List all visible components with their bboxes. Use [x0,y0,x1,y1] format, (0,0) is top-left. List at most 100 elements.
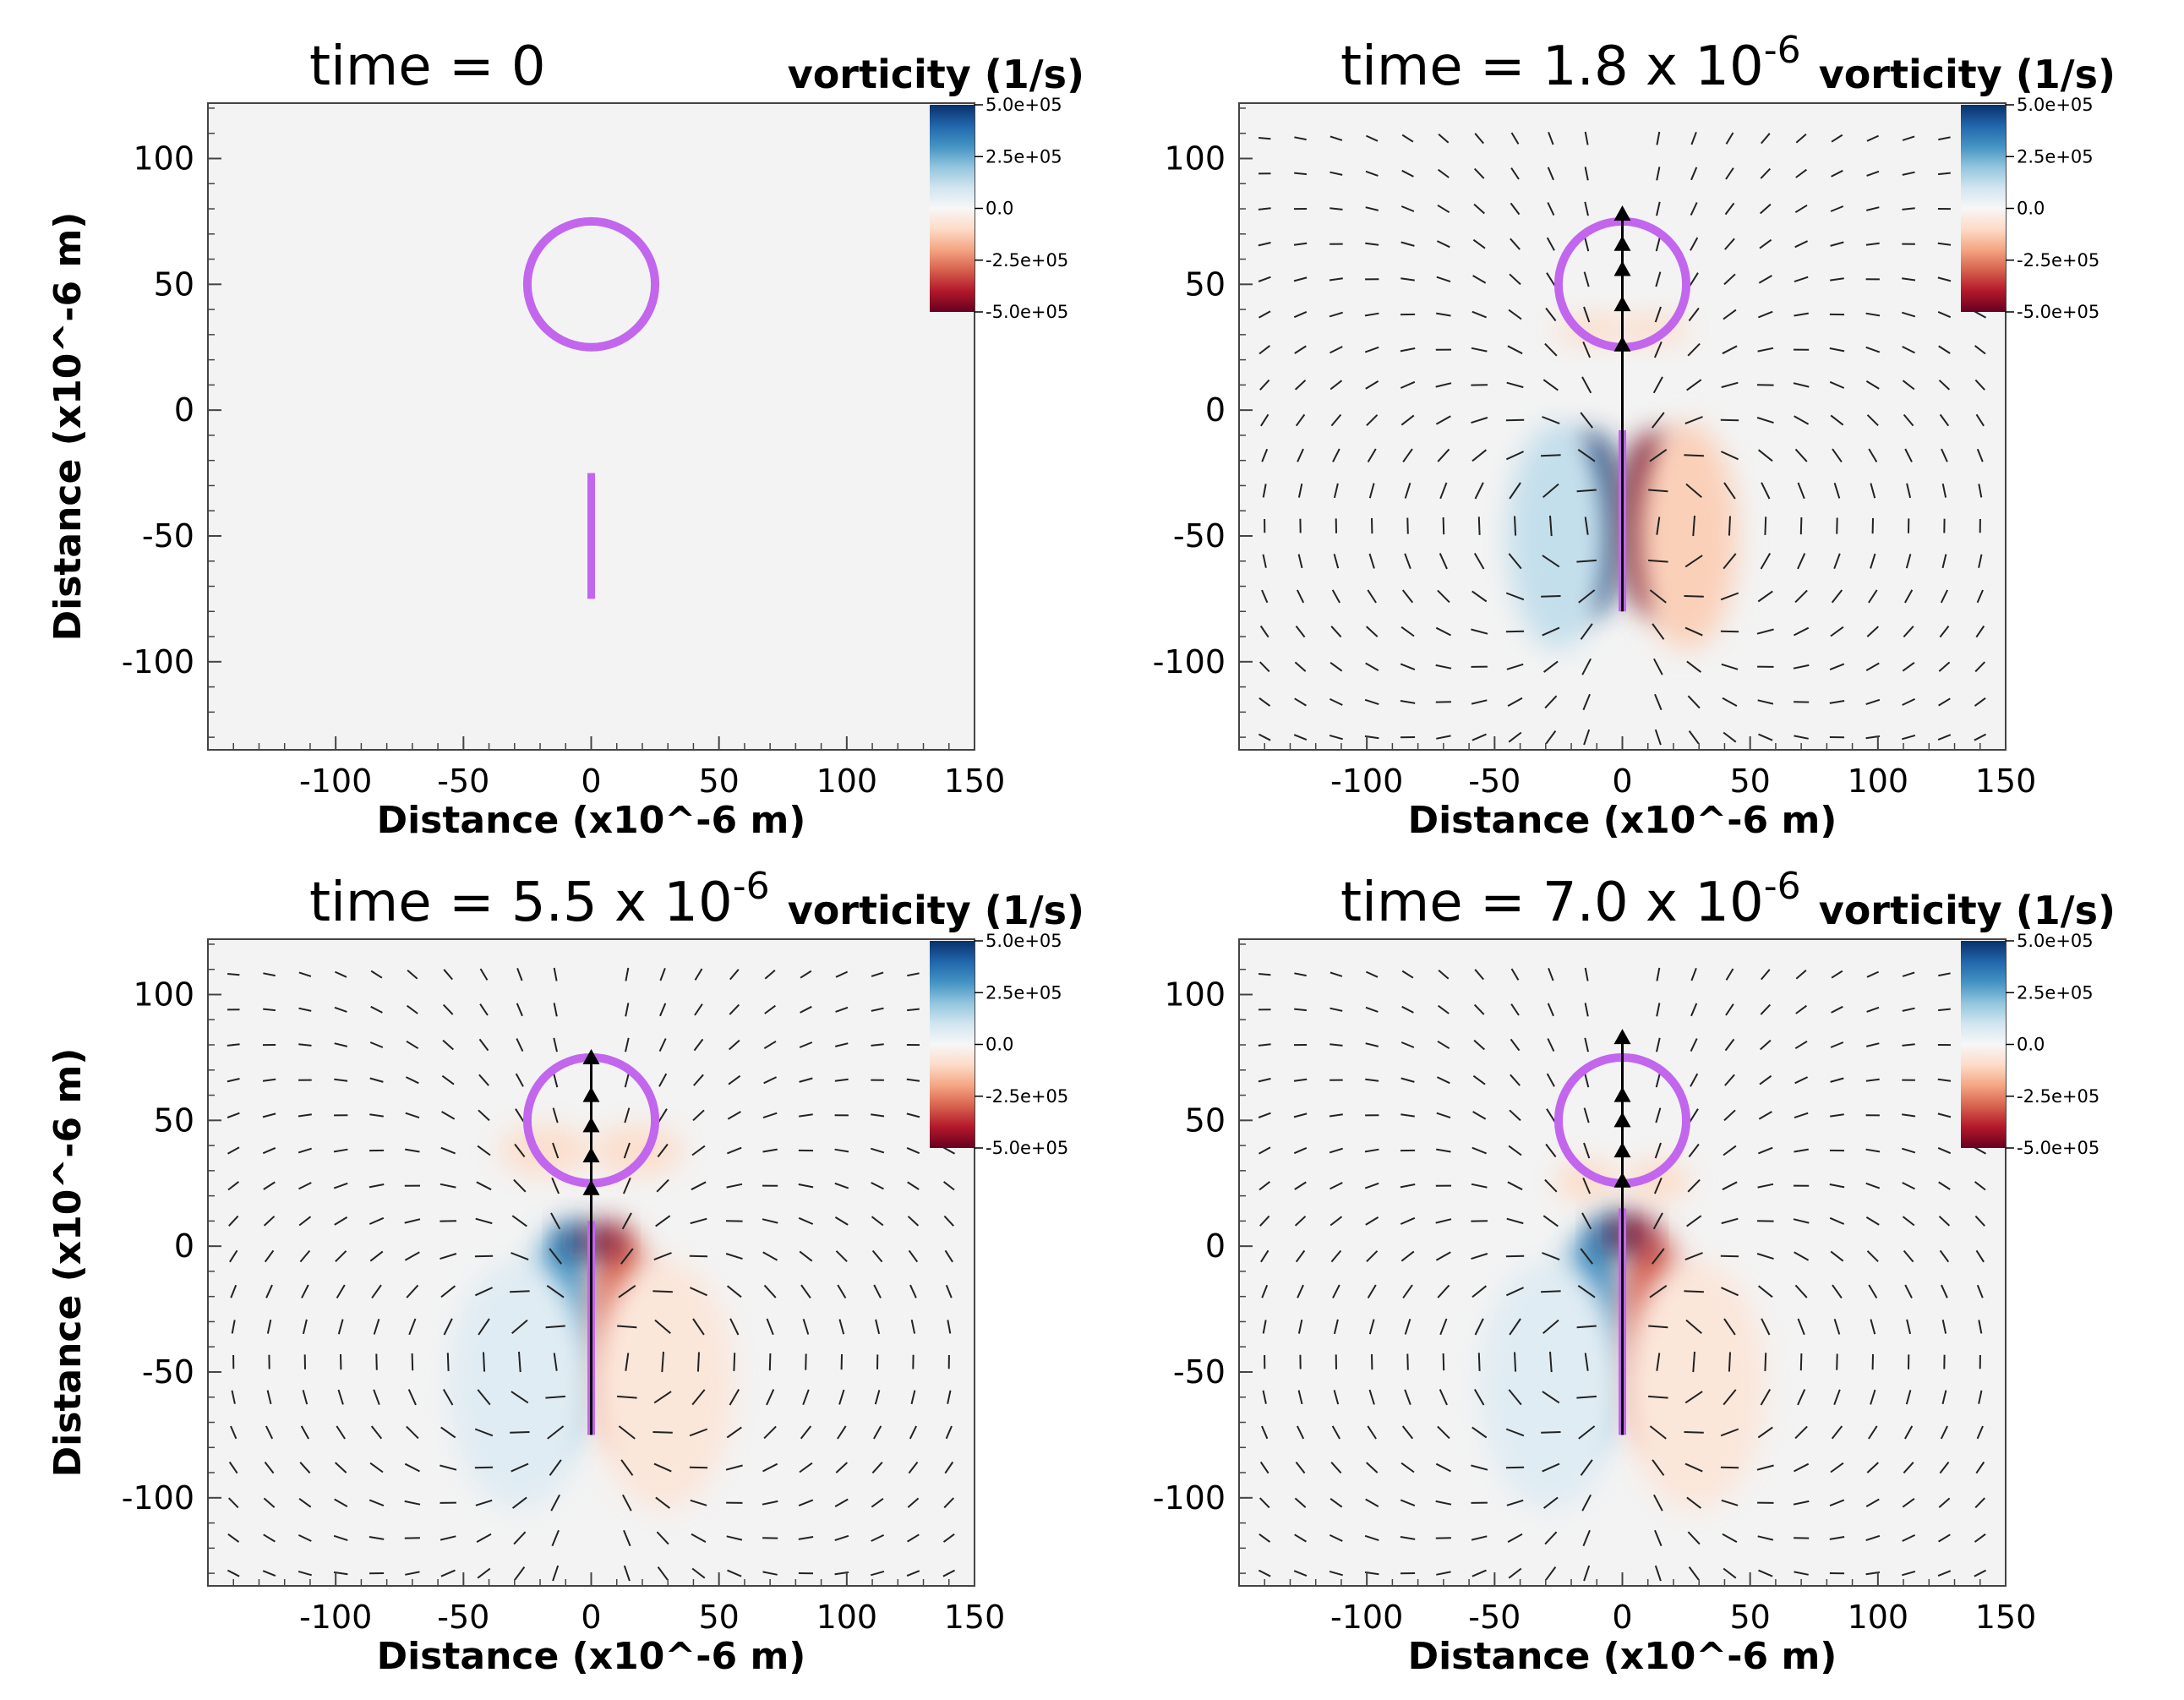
velocity-vector [1259,1533,1271,1543]
velocity-vector [475,1217,493,1225]
velocity-vector [1259,137,1271,140]
y-tick-label: 100 [1164,976,1226,1013]
velocity-vector [1584,236,1590,252]
colorbar-tick-label: 5.0e+05 [2017,95,2094,115]
velocity-vector [1330,1007,1343,1012]
velocity-vector [875,1319,881,1335]
velocity-vector [1758,310,1773,319]
velocity-vector [691,1567,706,1579]
velocity-vector [1760,1039,1772,1051]
velocity-vector [689,1287,708,1297]
velocity-vector [1330,1182,1343,1190]
velocity-vector [1722,345,1738,355]
velocity-vector [1329,1570,1343,1577]
velocity-vector [1332,448,1340,462]
velocity-vector [1471,310,1487,319]
velocity-vector [1937,172,1951,176]
velocity-vector [1364,1182,1379,1189]
colorbar-title: vorticity (1/s) [788,888,1084,933]
velocity-vector [1541,1431,1561,1434]
velocity-vector [658,1038,667,1052]
velocity-vector [622,1178,631,1194]
velocity-vector [1974,310,1986,319]
velocity-vector [1688,1143,1700,1158]
velocity-vector [1473,552,1485,570]
velocity-vector [263,1216,276,1227]
velocity-vector [1366,626,1379,637]
velocity-vector [1542,416,1560,425]
velocity-vector [440,1253,457,1260]
velocity-vector [477,1567,491,1579]
velocity-vector [834,1182,849,1189]
velocity-vector [1974,379,1985,391]
velocity-vector [440,1464,457,1471]
velocity-vector [1865,662,1880,671]
velocity-vector [230,1284,238,1298]
velocity-vector [871,1570,885,1577]
velocity-vector [1652,1248,1665,1265]
velocity-vector [835,1250,848,1263]
velocity-vector [1866,414,1879,427]
velocity-vector [476,1533,492,1543]
colorbar-tick-label: 0.0 [986,199,1013,219]
velocity-vector [1976,589,1984,604]
velocity-vector [1583,1142,1591,1159]
velocity-vector [618,1425,636,1440]
velocity-vector [510,1431,530,1434]
velocity-vector [1656,167,1661,181]
velocity-vector [1400,663,1416,671]
velocity-vector [1757,449,1773,462]
velocity-vector [1367,448,1377,463]
vorticity-lobe [560,1221,592,1262]
velocity-vector [1471,628,1488,635]
velocity-vector [478,1074,489,1086]
velocity-vector [265,1425,274,1440]
velocity-vector [1330,207,1343,210]
velocity-vector [947,1320,952,1334]
velocity-vector [1365,1006,1379,1013]
colorbar-title: vorticity (1/s) [1819,888,2116,933]
velocity-vector [1542,660,1559,673]
velocity-vector [691,1389,706,1406]
velocity-vector [513,1178,527,1193]
velocity-vector [1294,1533,1307,1543]
velocity-vector [1684,626,1703,637]
velocity-vector [1720,1255,1739,1258]
y-axis-label: Distance (x10^-6 m) [46,212,90,642]
velocity-vector [1866,970,1880,978]
velocity-vector [1756,628,1774,635]
velocity-vector [1584,967,1589,981]
velocity-vector [1865,242,1880,246]
velocity-vector [1794,276,1809,283]
velocity-vector [1297,554,1303,569]
velocity-vector [1690,1038,1698,1052]
velocity-vector [1545,730,1557,745]
y-tick-label: -50 [142,1353,194,1391]
velocity-vector [1902,277,1916,282]
velocity-vector [511,1391,529,1404]
velocity-vector [1759,238,1772,249]
velocity-vector [1505,630,1525,633]
velocity-vector [1648,559,1668,563]
velocity-vector [1259,1461,1269,1474]
velocity-vector [1904,1425,1914,1440]
velocity-vector [369,1041,384,1048]
velocity-vector [906,1146,920,1155]
velocity-vector [1400,1250,1415,1262]
velocity-vector [1473,203,1485,215]
velocity-vector [617,1395,637,1399]
velocity-vector [1794,1462,1810,1473]
velocity-vector [1508,553,1522,570]
title-exponent: -6 [733,865,770,908]
velocity-vector [443,969,453,981]
velocity-vector [1510,1003,1520,1016]
velocity-vector [336,1284,346,1299]
velocity-vector [1684,454,1704,457]
velocity-vector [1473,1039,1485,1051]
velocity-vector [1401,1425,1414,1440]
x-axis-label: Distance (x10^-6 m) [1408,799,1837,842]
velocity-vector [1831,970,1843,979]
velocity-vector [907,1533,920,1543]
velocity-vector [1720,451,1739,461]
velocity-vector [1904,448,1913,462]
